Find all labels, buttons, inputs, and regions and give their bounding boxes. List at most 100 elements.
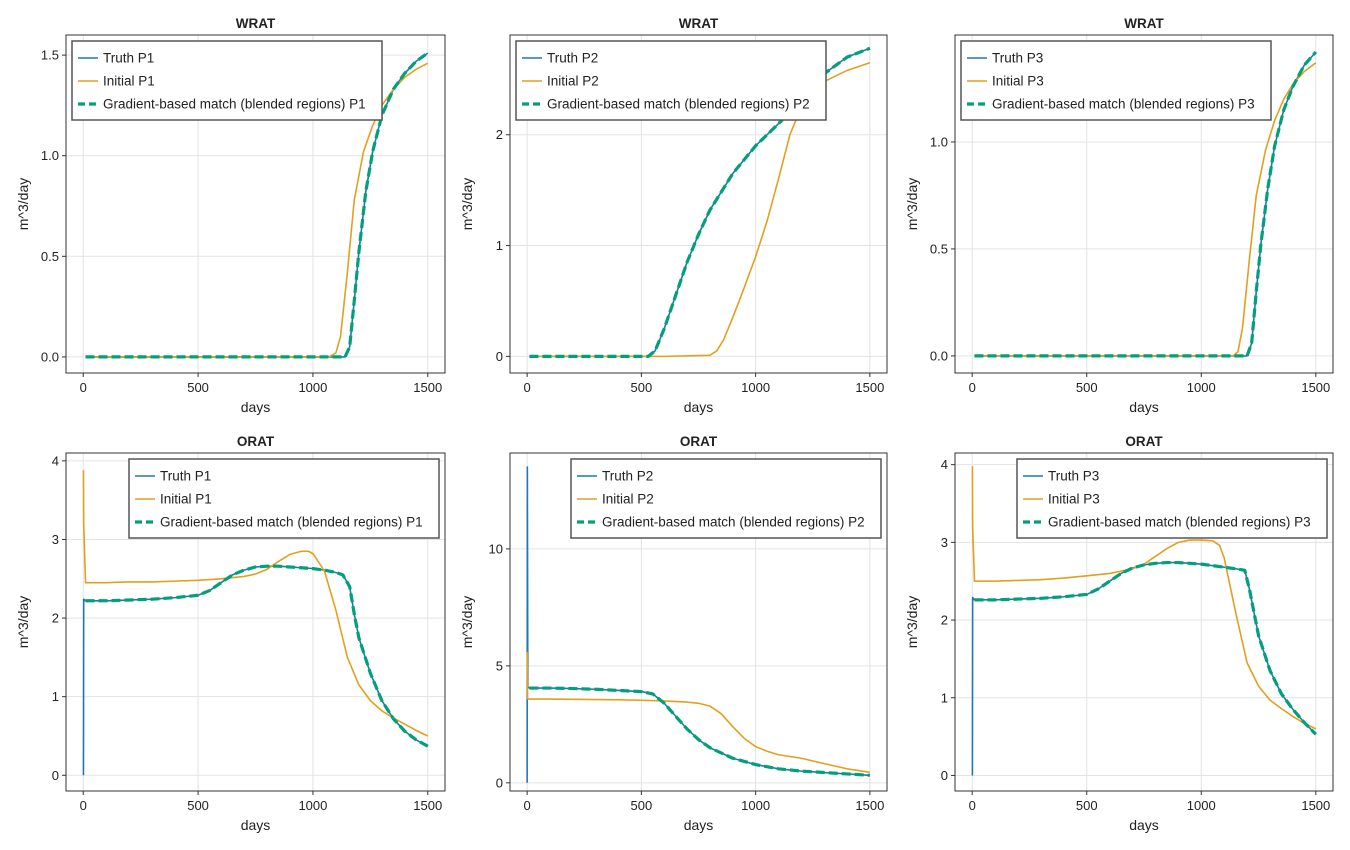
legend-label: Initial P3 [992, 74, 1044, 89]
legend-label: Truth P1 [160, 469, 211, 484]
legend-label: Gradient-based match (blended regions) P… [602, 515, 865, 530]
chart-panel: 0 500 1000 1500 0.0 0.5 1.0 1.5 WRAT days m^3/day T… [15, 16, 446, 415]
y-tick-label: 2 [496, 127, 503, 142]
legend-box [570, 458, 882, 539]
x-tick-label: 500 [631, 380, 653, 395]
x-tick-label: 0 [524, 380, 531, 395]
series-line-initial [82, 470, 429, 737]
x-tick-label: 0 [80, 798, 87, 813]
x-tick-label: 500 [1076, 380, 1098, 395]
x-tick-label: 1500 [413, 798, 442, 813]
series-line-match [974, 560, 1317, 736]
x-tick-label: 1000 [298, 798, 327, 813]
legend: Truth P2 Initial P2 Gradient-based match (… [570, 458, 882, 539]
series-line-match [529, 686, 870, 777]
y-tick-label: 1 [941, 690, 948, 705]
plot-frame [954, 452, 1334, 792]
x-tick-label: 500 [187, 798, 209, 813]
x-tick-label: 500 [1076, 798, 1098, 813]
x-tick-label: 1500 [855, 798, 884, 813]
legend-label: Truth P3 [1048, 469, 1099, 484]
y-axis-label: m^3/day [459, 596, 475, 648]
chart-panel: 0 500 1000 1500 0 1 2 3 4 ORAT days m^3/day Truth P1… [15, 434, 446, 833]
legend: Truth P3 Initial P3 Gradient-based match (… [960, 40, 1272, 121]
x-tick-label: 1000 [741, 380, 770, 395]
y-tick-label: 0 [941, 768, 948, 783]
y-axis-label: m^3/day [904, 596, 920, 648]
y-tick-label: 2 [52, 611, 59, 626]
y-tick-label: 1.0 [930, 134, 948, 149]
x-tick-label: 1500 [855, 380, 884, 395]
x-axis-label: days [1129, 399, 1159, 415]
series-line-initial [971, 466, 1317, 730]
plot-frame [509, 452, 888, 792]
y-axis-label: m^3/day [15, 178, 31, 230]
x-tick-label: 500 [187, 380, 209, 395]
y-tick-label: 0.5 [930, 241, 948, 256]
legend: Truth P1 Initial P1 Gradient-based match (… [128, 458, 440, 539]
y-tick-label: 1 [52, 689, 59, 704]
x-axis-label: days [684, 817, 714, 833]
legend-box [1016, 458, 1328, 539]
chart-panel: 0 500 1000 1500 0 1 2 WRAT days m^3/day Truth P2 In… [459, 16, 888, 415]
y-tick-label: 3 [941, 535, 948, 550]
legend-label: Truth P2 [602, 469, 653, 484]
plot-frame [509, 34, 888, 374]
y-tick-label: 1.5 [41, 48, 59, 63]
x-tick-label: 1000 [1187, 798, 1216, 813]
x-tick-label: 1000 [741, 798, 770, 813]
legend-label: Initial P3 [1048, 492, 1100, 507]
x-tick-label: 1500 [413, 380, 442, 395]
y-tick-label: 0.0 [930, 348, 948, 363]
legend-label: Gradient-based match (blended regions) P… [103, 97, 366, 112]
legend-label: Initial P1 [160, 492, 212, 507]
chart-title: ORAT [237, 434, 275, 449]
x-axis-label: days [684, 399, 714, 415]
legend-label: Gradient-based match (blended regions) P… [547, 97, 810, 112]
chart-title: WRAT [679, 16, 719, 31]
series-line-match [85, 564, 429, 748]
chart-title: WRAT [1124, 16, 1164, 31]
x-axis-label: days [241, 399, 271, 415]
chart-title: ORAT [680, 434, 718, 449]
chart-panel: 0 500 1000 1500 0.0 0.5 1.0 WRAT days m^3/day Trut… [904, 16, 1334, 415]
series-line-truth [971, 561, 1317, 776]
plot-frame [954, 34, 1334, 374]
x-tick-label: 0 [969, 380, 976, 395]
plot-frame [65, 452, 446, 792]
legend-label: Gradient-based match (blended regions) P… [1048, 515, 1311, 530]
legend-label: Truth P1 [103, 51, 154, 66]
y-tick-label: 0.5 [41, 249, 59, 264]
legend-box [515, 40, 827, 121]
plot-frame [65, 34, 446, 374]
chart-panel: 0 500 1000 1500 0 5 10 ORAT days m^3/day Truth P2 I… [459, 434, 888, 833]
x-tick-label: 1000 [298, 380, 327, 395]
legend-label: Gradient-based match (blended regions) P… [992, 97, 1255, 112]
x-tick-label: 1500 [1301, 798, 1330, 813]
legend-box [128, 458, 440, 539]
chart-title: WRAT [236, 16, 276, 31]
y-axis-label: m^3/day [904, 178, 920, 230]
x-tick-label: 0 [524, 798, 531, 813]
x-tick-label: 500 [631, 798, 653, 813]
chart-panel: 0 500 1000 1500 0 1 2 3 4 ORAT days m^3/day Truth P3… [904, 434, 1334, 833]
legend-label: Truth P2 [547, 51, 598, 66]
legend-box [960, 40, 1272, 121]
y-tick-label: 0 [496, 349, 503, 364]
y-tick-label: 2 [941, 613, 948, 628]
y-tick-label: 0.0 [41, 349, 59, 364]
legend: Truth P2 Initial P2 Gradient-based match (… [515, 40, 827, 121]
series-line-initial [526, 651, 870, 774]
legend-box [71, 40, 383, 121]
y-tick-label: 0 [52, 768, 59, 783]
y-tick-label: 4 [52, 453, 59, 468]
x-axis-label: days [241, 817, 271, 833]
x-tick-label: 1500 [1301, 380, 1330, 395]
y-axis-label: m^3/day [15, 596, 31, 648]
series-line-truth [82, 565, 429, 776]
y-tick-label: 3 [52, 532, 59, 547]
series-line-match [85, 51, 429, 359]
y-tick-label: 0 [496, 775, 503, 790]
legend-label: Initial P2 [602, 492, 654, 507]
